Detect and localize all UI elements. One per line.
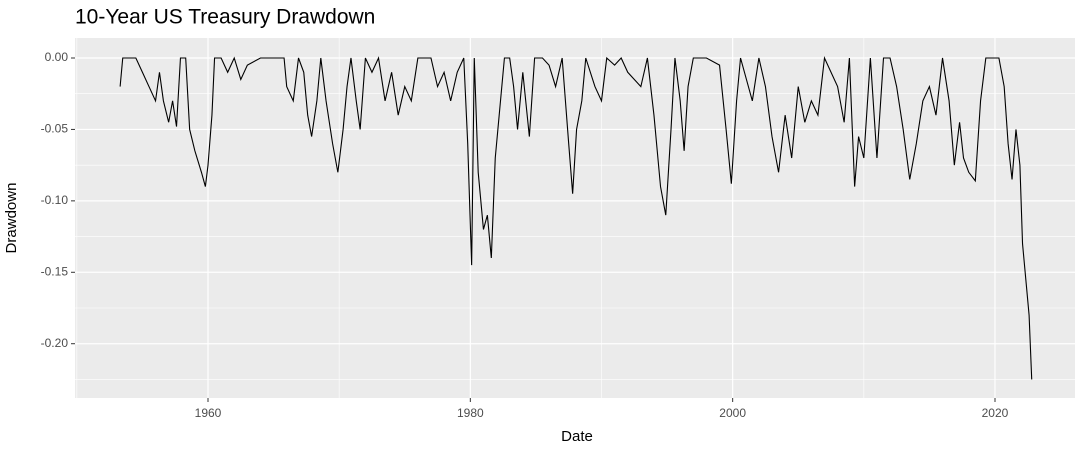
chart-title: 10-Year US Treasury Drawdown	[75, 6, 375, 29]
y-tick-label: -0.15	[41, 264, 69, 278]
y-tick-label: -0.10	[41, 193, 69, 207]
x-tick-label: 1960	[195, 406, 222, 420]
y-axis-label: Drawdown	[3, 183, 20, 254]
x-tick-label: 2000	[719, 406, 746, 420]
y-tick-label: -0.20	[41, 336, 69, 350]
panel	[75, 38, 1075, 398]
x-axis-label: Date	[561, 428, 593, 445]
line	[119, 55, 1033, 380]
y-tick-label: 0.00	[45, 50, 69, 64]
x-tick-label: 1980	[457, 406, 484, 420]
x-tick-label: 2020	[982, 406, 1009, 420]
y-tick-label: -0.05	[41, 122, 69, 136]
